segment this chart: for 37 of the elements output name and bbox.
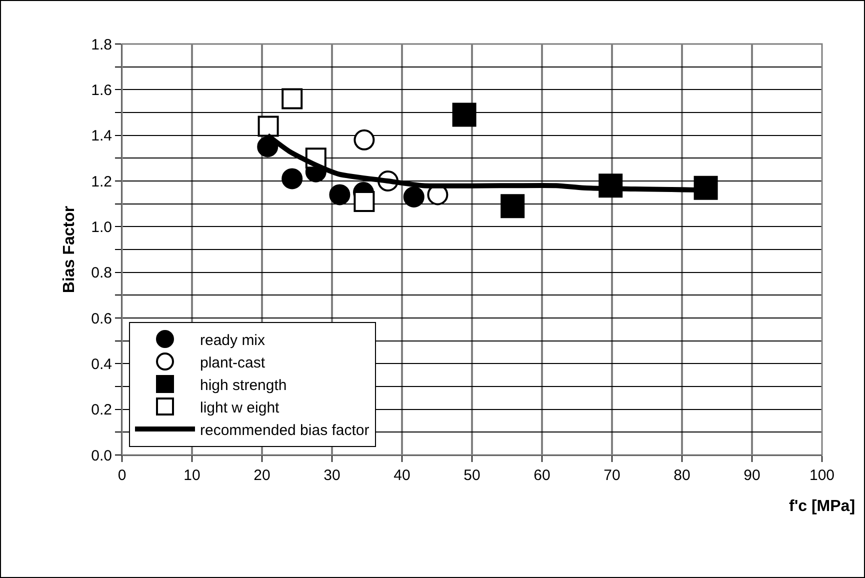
point [452,102,476,127]
x-axis-title: f'c [MPa] [789,498,856,515]
point [282,168,303,190]
point [329,184,350,206]
x-tick-label: 90 [744,467,760,484]
x-tick-label: 20 [254,467,270,484]
x-tick-label: 80 [674,467,690,484]
y-tick-label: 1.0 [91,218,112,236]
x-tick-label: 60 [534,467,550,484]
y-tick-label: 1.6 [91,82,112,99]
x-tick-label: 70 [604,467,620,484]
y-axis-title: Bias Factor [61,206,78,294]
x-tick-label: 50 [464,467,480,484]
x-tick-label: 10 [184,467,200,484]
legend-label: ready mix [200,332,266,349]
x-tick-label: 30 [324,467,340,484]
y-tick-label: 0.0 [91,447,112,464]
legend-label: light w eight [200,399,280,416]
x-tick-label: 100 [809,467,835,484]
point [403,186,424,208]
y-tick-label: 0.8 [91,264,112,282]
point [500,194,525,218]
point [354,191,375,212]
y-tick-label: 1.8 [91,36,112,54]
y-tick-label: 1.2 [91,173,112,190]
y-tick-label: 1.4 [91,128,112,145]
point [258,116,279,137]
point [354,129,375,150]
y-tick-label: 0.4 [91,356,112,373]
x-tick-label: 0 [118,467,126,484]
point [282,88,303,110]
legend-label: recommended bias factor [200,422,370,439]
legend-label: high strength [200,376,287,394]
legend-label: plant-cast [200,354,266,372]
y-tick-label: 0.2 [91,402,112,419]
y-tick-label: 0.6 [91,310,112,328]
x-tick-label: 40 [394,467,410,484]
